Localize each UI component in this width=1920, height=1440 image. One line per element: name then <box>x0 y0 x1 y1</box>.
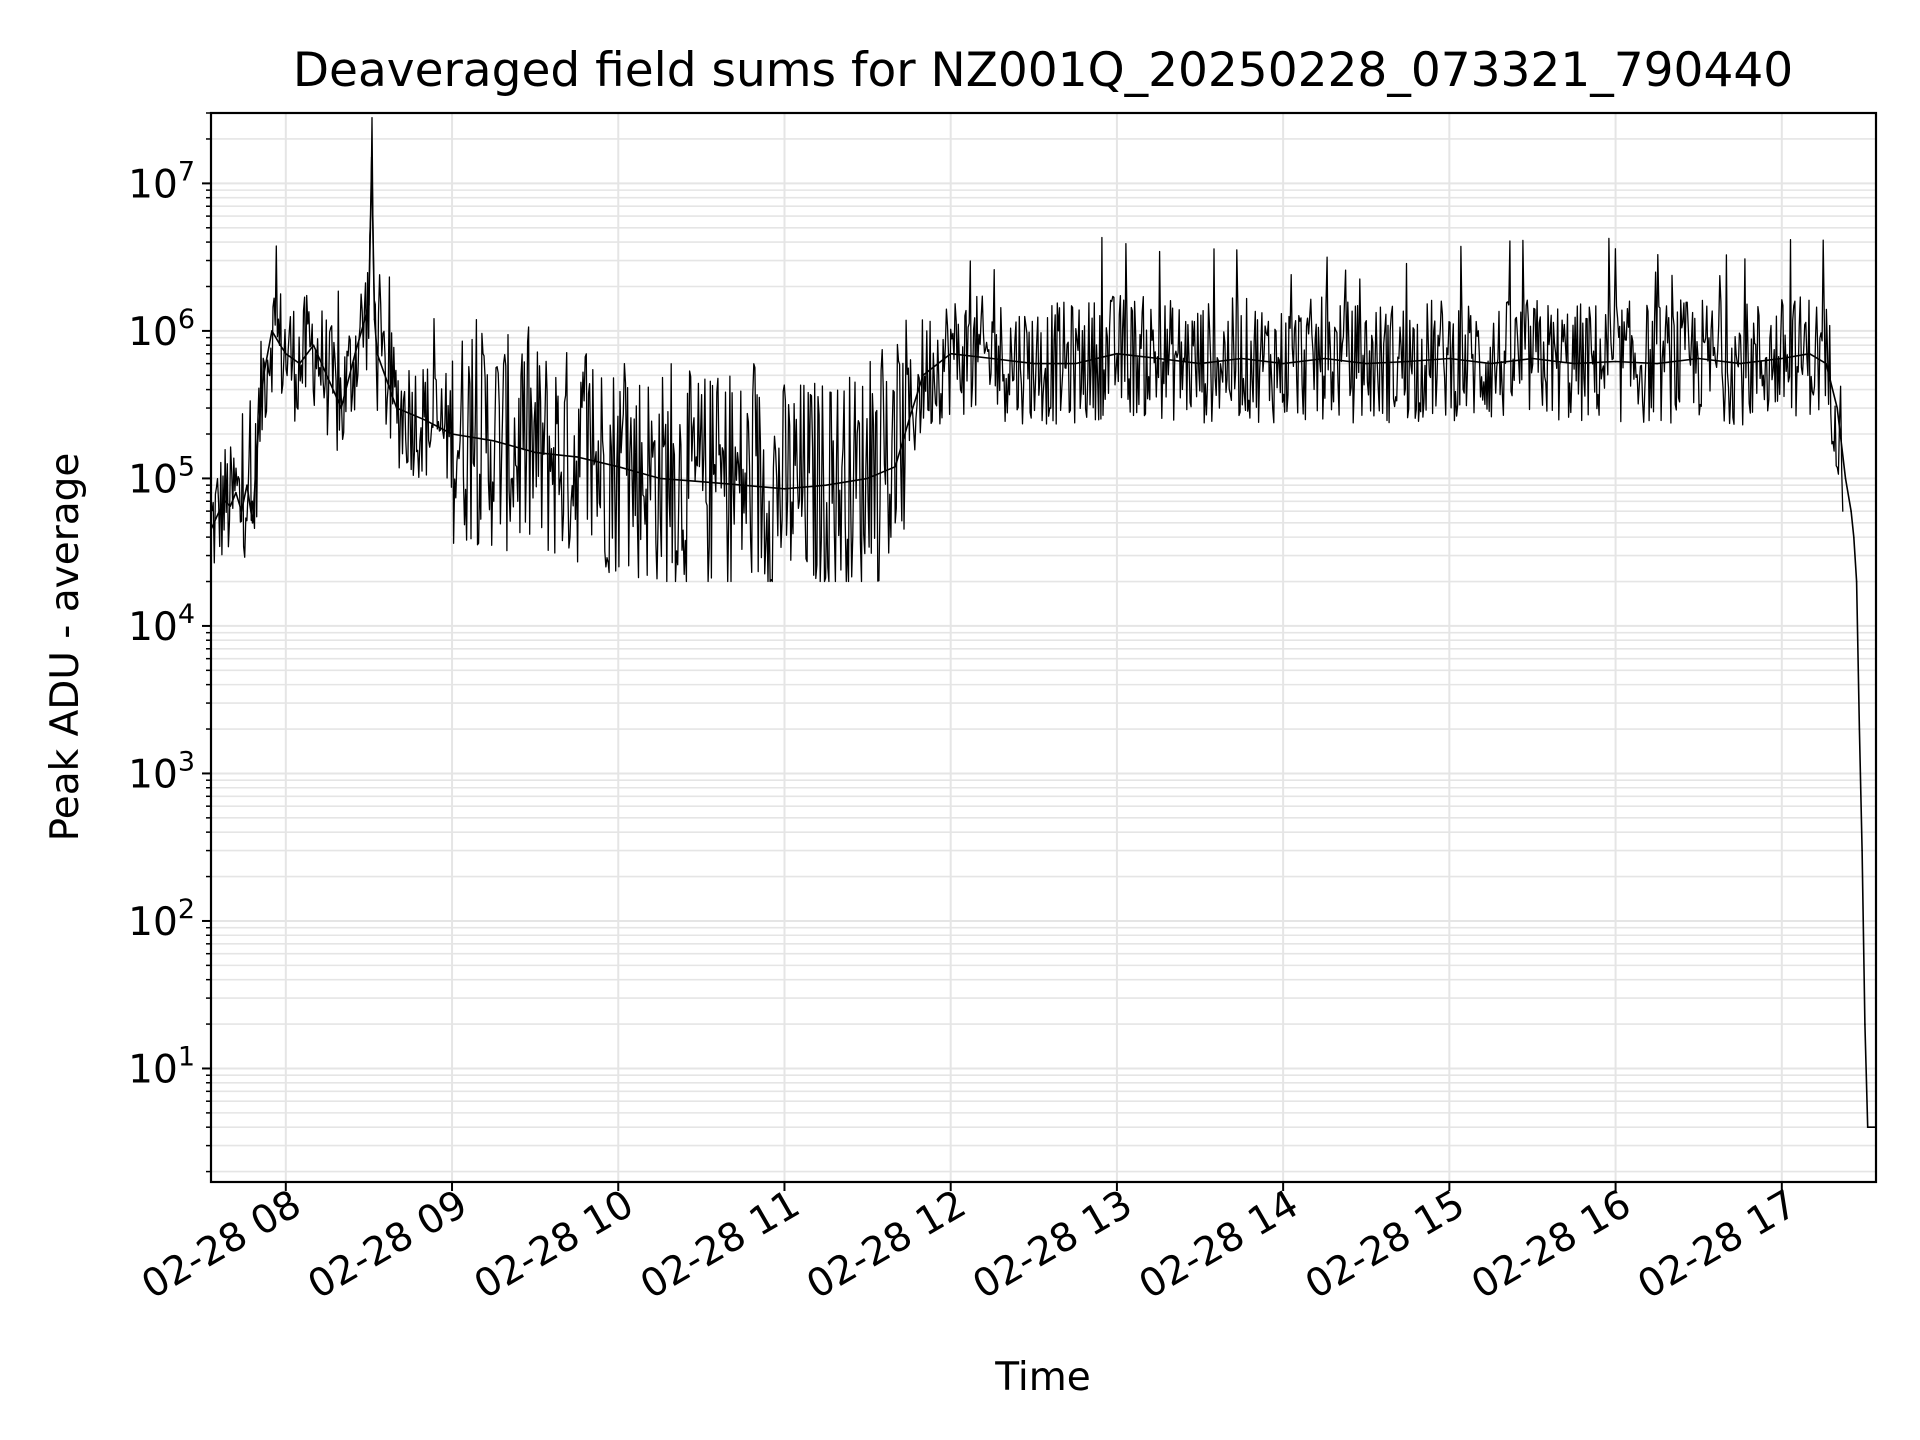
data-point <box>1282 362 1284 365</box>
data-point <box>1853 536 1855 538</box>
data-point <box>298 362 301 365</box>
data-point <box>229 505 232 507</box>
y-tick-label: 104 <box>128 599 195 650</box>
y-tick-label: 107 <box>128 156 195 207</box>
data-point <box>1448 357 1451 360</box>
data-point <box>1365 362 1368 365</box>
data-point <box>617 465 620 468</box>
data-point <box>240 510 243 512</box>
data-point <box>783 488 786 490</box>
data-point <box>312 344 315 346</box>
data-point <box>1531 357 1534 360</box>
data-point <box>700 480 703 483</box>
data-point <box>1850 510 1852 512</box>
data-point <box>742 484 744 486</box>
data-point <box>1808 352 1811 355</box>
data-point <box>534 451 536 454</box>
data-point <box>370 156 373 159</box>
y-tick-label: 105 <box>128 451 195 502</box>
data-point <box>246 484 248 486</box>
chart-title: Deaveraged field sums for NZ001Q_2025022… <box>293 43 1793 98</box>
data-point <box>1614 360 1617 363</box>
data-point <box>1240 357 1243 360</box>
data-point <box>218 510 221 512</box>
data-point <box>575 456 578 458</box>
data-point <box>866 477 869 480</box>
plot-frame <box>209 111 1878 1184</box>
data-point <box>354 352 356 355</box>
data-point <box>1407 360 1409 363</box>
data-point <box>368 304 370 306</box>
data-point <box>1861 849 1863 852</box>
data-point <box>908 418 910 421</box>
data-point <box>1858 728 1861 730</box>
data-point <box>451 433 453 435</box>
y-axis-label: Peak ADU - average <box>43 453 88 842</box>
data-point <box>1844 477 1847 480</box>
data-point <box>1199 362 1201 365</box>
data-point <box>1869 1126 1872 1128</box>
data-point <box>224 500 226 503</box>
data-point <box>1781 357 1783 360</box>
data-point <box>285 352 287 355</box>
data-point <box>1074 362 1077 365</box>
x-axis-label: Time <box>994 1355 1090 1400</box>
data-point <box>1490 362 1492 365</box>
data-point <box>279 344 282 346</box>
data-point <box>235 491 237 494</box>
data-point <box>659 477 661 480</box>
y-axis: 101 102 103 104 105 106 107 <box>128 112 211 1173</box>
data-point <box>1033 362 1035 365</box>
data-point <box>251 522 254 524</box>
data-point <box>1157 357 1160 360</box>
data-series <box>210 156 1877 1128</box>
data-point <box>1836 407 1839 409</box>
data-point <box>376 352 379 355</box>
data-point <box>1656 362 1658 365</box>
y-tick-label: 102 <box>128 894 195 945</box>
grid <box>211 112 1876 1182</box>
data-point <box>949 352 952 355</box>
data-point <box>271 330 273 332</box>
series-line <box>210 156 1876 1128</box>
y-tick-label: 106 <box>128 304 195 355</box>
data-point <box>423 418 426 421</box>
y-tick-label: 103 <box>128 746 195 797</box>
data-point <box>1855 580 1858 583</box>
data-point <box>257 433 259 435</box>
data-point <box>1116 352 1118 355</box>
y-tick-label: 101 <box>128 1041 195 1092</box>
data-point <box>1872 1126 1875 1128</box>
data-point <box>262 374 265 377</box>
data-point <box>1864 1023 1866 1025</box>
data-point <box>1573 362 1575 365</box>
data-point <box>1825 362 1827 365</box>
data-point <box>1323 357 1326 360</box>
data-point <box>373 318 376 321</box>
data-point <box>825 484 827 486</box>
data-point <box>340 407 343 409</box>
data-point <box>991 357 994 360</box>
data-point <box>1866 1126 1869 1128</box>
data-point <box>894 465 897 468</box>
data-line-noise <box>210 116 1844 583</box>
data-noise-path <box>210 116 1844 583</box>
data-point <box>1739 362 1742 365</box>
data-point <box>395 407 398 409</box>
data-point <box>1697 357 1700 360</box>
data-point <box>922 374 924 377</box>
data-point <box>492 439 495 442</box>
